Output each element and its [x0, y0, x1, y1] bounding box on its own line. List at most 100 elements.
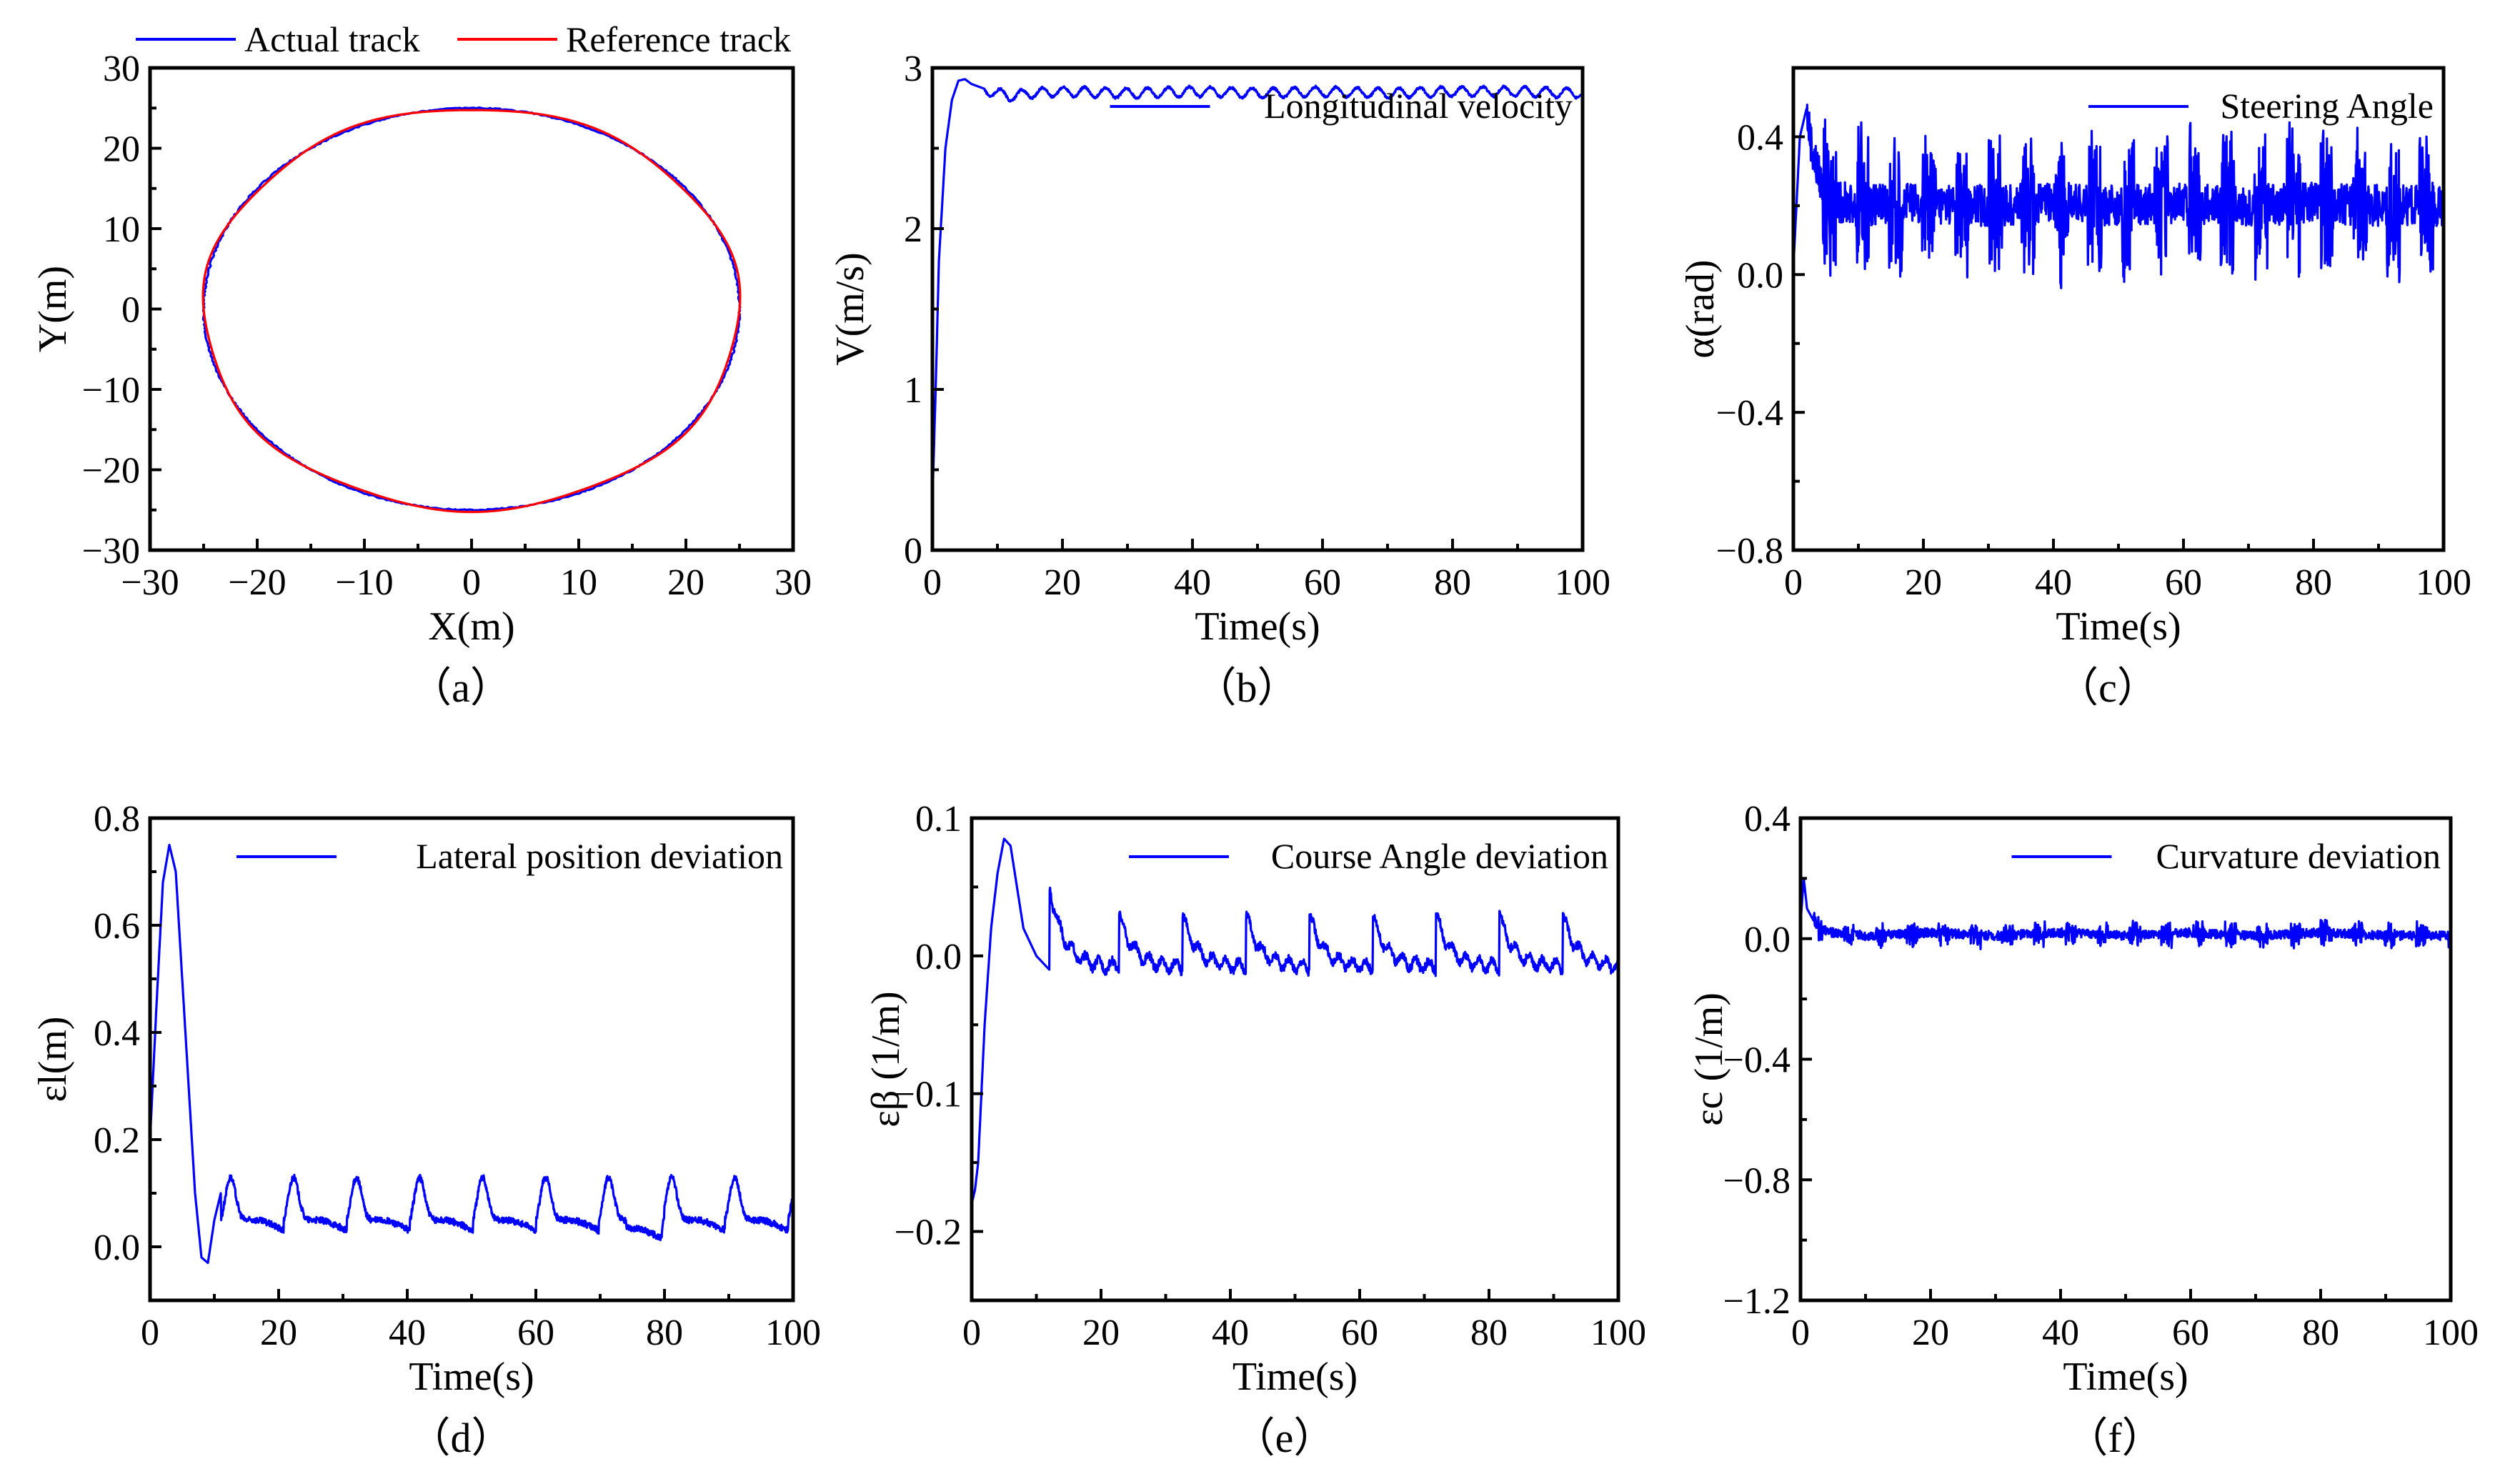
y-tick-label: 10	[103, 209, 140, 250]
y-tick-label: 0.0	[94, 1227, 140, 1268]
chart-panel-5: 0 20 40 60 80 100 −1.2 −0.8 −0.4 0.0 0.4 Time(s) εc …	[1687, 799, 2479, 1461]
x-tick-label: 10	[560, 562, 597, 603]
x-tick-label: 20	[1912, 1313, 1949, 1353]
x-tick-label: −30	[121, 562, 179, 603]
x-tick-label: 40	[389, 1313, 426, 1353]
x-tick-label: 80	[1470, 1313, 1508, 1353]
panel-caption: （d）	[409, 1415, 512, 1461]
legend-label: Actual track	[244, 19, 420, 59]
panel-caption: （e）	[1234, 1415, 1335, 1461]
x-tick-label: 30	[775, 562, 812, 603]
y-tick-label: 0.6	[94, 906, 140, 947]
x-tick-label: 60	[1304, 562, 1341, 603]
x-tick-label: 20	[1082, 1313, 1120, 1353]
y-tick-label: 0.4	[1744, 799, 1791, 840]
x-axis-label: X(m)	[428, 604, 514, 649]
plot-frame	[148, 66, 795, 552]
y-axis-label: α(rad)	[1678, 259, 1723, 358]
x-tick-label: 40	[1212, 1313, 1249, 1353]
series-line-2	[1793, 104, 2444, 289]
x-tick-label: 100	[1555, 562, 1610, 603]
x-axis-label: Time(s)	[1232, 1355, 1358, 1399]
x-axis-label: Time(s)	[409, 1355, 534, 1399]
series-reference-track	[201, 109, 742, 514]
x-tick-label: 0	[1791, 1313, 1810, 1353]
y-tick-label: 0.2	[94, 1120, 140, 1161]
x-tick-label: 0	[1784, 562, 1803, 603]
y-tick-label: 20	[103, 129, 140, 170]
x-tick-label: 60	[517, 1313, 554, 1353]
x-tick-label: 60	[1341, 1313, 1378, 1353]
x-axis-label: Time(s)	[2056, 604, 2181, 649]
y-tick-label: −0.8	[1723, 1160, 1791, 1201]
x-tick-label: −20	[228, 562, 286, 603]
chart-panel-3: 0 20 40 60 80 100 0.0 0.2 0.4 0.6 0.8 Time(s) εl(m) （…	[31, 799, 821, 1461]
y-tick-label: −0.4	[1716, 393, 1783, 434]
y-tick-label: 2	[904, 209, 922, 250]
y-axis-label: εβ (1/m)	[864, 991, 908, 1127]
x-tick-label: 0	[923, 562, 942, 603]
y-tick-label: 1	[904, 370, 922, 411]
y-axis-label: Y(m)	[31, 266, 75, 352]
y-axis-label: V(m/s)	[828, 252, 872, 366]
x-tick-label: 60	[2165, 562, 2202, 603]
panel-caption: （a）	[410, 664, 512, 711]
legend-label: Steering Angle	[2220, 86, 2434, 126]
panel-caption: （f）	[2066, 1415, 2163, 1461]
y-tick-label: −20	[82, 451, 140, 492]
y-tick-label: −30	[82, 531, 140, 572]
legend-label: Lateral position deviation	[416, 836, 783, 876]
y-tick-label: −0.4	[1723, 1040, 1791, 1081]
x-tick-label: 80	[646, 1313, 683, 1353]
x-tick-label: 100	[1590, 1313, 1646, 1353]
y-tick-label: 0.8	[94, 799, 140, 840]
x-tick-label: 100	[765, 1313, 821, 1353]
x-tick-label: 40	[1174, 562, 1211, 603]
plot-frame	[930, 66, 1585, 552]
x-tick-label: 20	[1044, 562, 1081, 603]
x-tick-label: 20	[260, 1313, 297, 1353]
panel-caption: （b）	[1195, 664, 1298, 711]
chart-panel-0: −30 −20 −10 0 10 20 30 −30 −20 −10 0 10 20 30 X(m) Y(m)…	[31, 19, 812, 711]
series-line-5	[1801, 877, 2451, 950]
y-tick-label: −1.2	[1723, 1281, 1791, 1322]
y-tick-label: 30	[103, 49, 140, 89]
panel-caption: （c）	[2057, 664, 2158, 711]
x-tick-label: 40	[2042, 1313, 2079, 1353]
plot-frame	[1791, 66, 2446, 552]
legend-label: Course Angle deviation	[1271, 836, 1608, 876]
y-tick-label: 3	[904, 49, 922, 89]
y-tick-label: 0.0	[915, 937, 962, 977]
y-tick-label: −0.1	[895, 1075, 962, 1115]
x-tick-label: 0	[962, 1313, 981, 1353]
plot-frame	[970, 816, 1620, 1303]
x-tick-label: 20	[1905, 562, 1942, 603]
chart-panel-2: 0 20 40 60 80 100 −0.8 −0.4 0.0 0.4 Time(s) α(rad) （…	[1678, 66, 2471, 711]
x-tick-label: 100	[2423, 1313, 2479, 1353]
x-tick-label: 20	[667, 562, 704, 603]
y-tick-label: 0.4	[1737, 117, 1783, 158]
x-tick-label: 0	[141, 1313, 159, 1353]
x-tick-label: 60	[2172, 1313, 2209, 1353]
series-line-3	[150, 843, 793, 1265]
x-tick-label: 100	[2416, 562, 2471, 603]
y-axis-label: εl(m)	[31, 1017, 75, 1102]
x-tick-label: 0	[462, 562, 481, 603]
y-tick-label: 0.0	[1737, 255, 1783, 296]
x-tick-label: 80	[2295, 562, 2332, 603]
y-axis-label: εc (1/m)	[1687, 992, 1731, 1126]
x-axis-label: Time(s)	[2063, 1355, 2188, 1399]
y-tick-label: −10	[82, 370, 140, 411]
y-tick-label: 0	[121, 290, 140, 331]
y-tick-label: 0	[904, 531, 922, 572]
y-tick-label: 0.1	[915, 799, 962, 840]
plot-frame	[1798, 816, 2453, 1303]
chart-panel-1: 0 20 40 60 80 100 0 1 2 3 Time(s) V(m/s) （b） Longitud…	[828, 49, 1610, 711]
series-line-4	[972, 837, 1618, 1205]
x-tick-label: 80	[2302, 1313, 2339, 1353]
x-tick-label: 80	[1434, 562, 1471, 603]
chart-panel-4: 0 20 40 60 80 100 −0.2 −0.1 0.0 0.1 Time(s) εβ (1/m…	[864, 799, 1646, 1461]
y-tick-label: −0.8	[1716, 531, 1783, 572]
x-tick-label: 40	[2035, 562, 2072, 603]
y-tick-label: 0.0	[1744, 920, 1791, 960]
